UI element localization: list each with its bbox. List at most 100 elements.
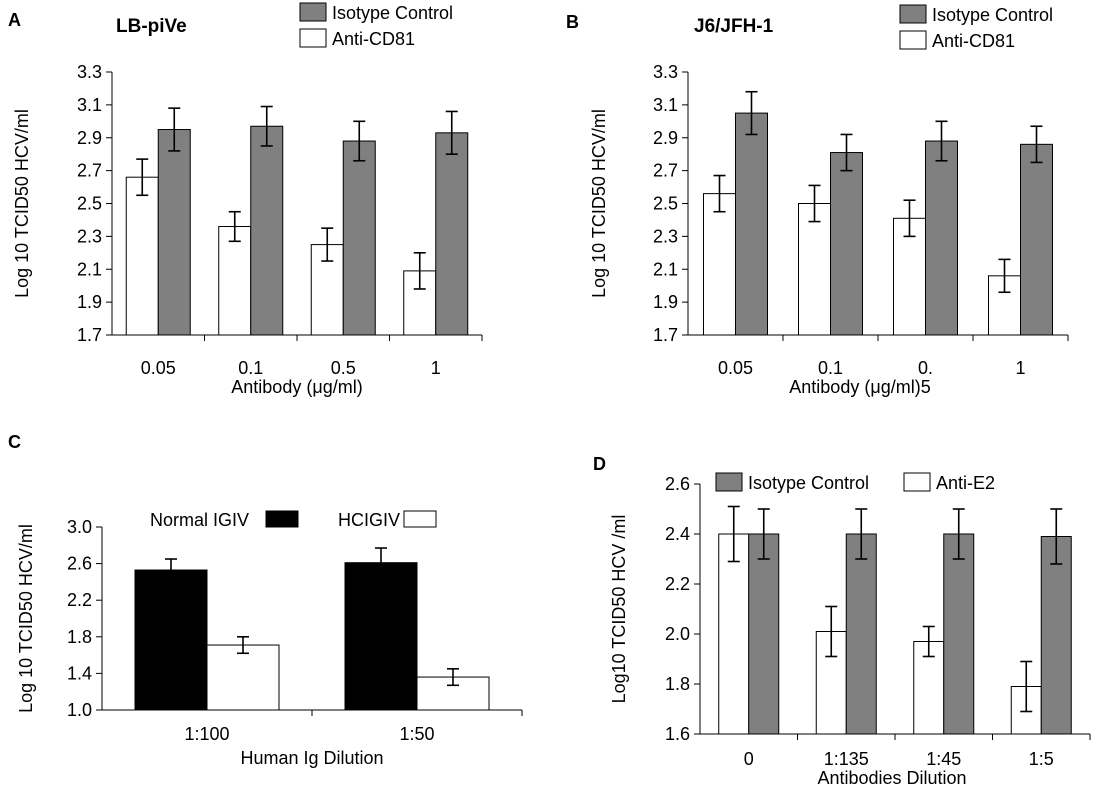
y-axis-label: Log10 TCID50 HCV /ml bbox=[609, 515, 629, 704]
y-tick-label: 1.6 bbox=[665, 724, 690, 744]
panel-letter-a: A bbox=[8, 10, 21, 30]
bar-isotype-control bbox=[435, 132, 469, 336]
bar-isotype-control bbox=[1040, 536, 1072, 735]
bar-isotype-control bbox=[748, 533, 780, 735]
x-tick-label: 0.5 bbox=[331, 358, 356, 378]
y-tick-label: 2.6 bbox=[665, 474, 690, 494]
legend-swatch bbox=[903, 472, 931, 492]
bar-normal-igiv bbox=[134, 569, 208, 711]
y-tick-label: 2.7 bbox=[653, 161, 678, 181]
legend-label: Anti-E2 bbox=[936, 473, 995, 493]
panel-letter-c: C bbox=[8, 432, 21, 452]
y-tick-label: 2.1 bbox=[77, 259, 102, 279]
chart-title: LB-piVe bbox=[116, 16, 187, 37]
x-tick-label: 1:135 bbox=[824, 749, 869, 769]
y-tick-label: 3.3 bbox=[653, 62, 678, 82]
bar-anti-cd81 bbox=[798, 203, 831, 336]
x-tick-label: 1:45 bbox=[926, 749, 961, 769]
legend-swatch bbox=[299, 2, 327, 22]
y-tick-label: 1.8 bbox=[665, 674, 690, 694]
panel-d-chart: 1.6 1.8 2.0 2.2 2.4 2.6 0 1:135 1:45 1:5 Antibodie… bbox=[609, 472, 1091, 788]
x-tick-label: 1 bbox=[431, 358, 441, 378]
y-tick-label: 2.0 bbox=[665, 624, 690, 644]
legend-swatch bbox=[715, 472, 743, 492]
x-axis-label: Antibodies Dilution bbox=[817, 768, 966, 788]
bar-isotype-control bbox=[925, 140, 958, 336]
legend-label: Isotype Control bbox=[748, 473, 869, 493]
panel-b-chart: 1.71.92.12.32.52.72.93.13.30.05 0.1 0. 1J6/… bbox=[589, 4, 1069, 397]
x-tick-label: 1:50 bbox=[399, 724, 434, 744]
bar-anti-cd81 bbox=[125, 176, 159, 336]
y-tick-label: 2.3 bbox=[77, 226, 102, 246]
legend-label: Normal IGIV bbox=[150, 510, 249, 530]
y-axis-label: Log 10 TCID50 HCV/ml bbox=[12, 109, 32, 298]
legend-swatch bbox=[299, 28, 327, 48]
y-axis-label: Log 10 TCID50 HCV/ml bbox=[589, 109, 609, 298]
panel-a-chart: 1.7 1.9 2.1 2.3 2.5 2.7 2.9 3.1 3.3 0.05 0.1 0.5 1 LB… bbox=[12, 2, 483, 397]
y-tick-label: 1.0 bbox=[67, 700, 92, 720]
x-axis-label: Human Ig Dilution bbox=[240, 748, 383, 768]
y-tick-label: 2.3 bbox=[653, 226, 678, 246]
y-tick-label: 2.5 bbox=[77, 194, 102, 214]
y-tick-label: 1.7 bbox=[77, 325, 102, 345]
chart-title: J6/JFH-1 bbox=[694, 16, 774, 37]
bar-anti-cd81 bbox=[893, 217, 926, 336]
bar-isotype-control bbox=[1020, 143, 1053, 336]
y-axis-label: Log 10 TCID50 HCV/ml bbox=[16, 524, 36, 713]
y-tick-label: 2.7 bbox=[77, 161, 102, 181]
x-axis-label: Antibody (μg/ml) bbox=[231, 377, 362, 397]
y-tick-label: 2.1 bbox=[653, 259, 678, 279]
y-tick-label: 1.9 bbox=[653, 292, 678, 312]
x-axis-label: Antibody (μg/ml)5 bbox=[789, 377, 930, 397]
y-tick-label: 1.8 bbox=[67, 627, 92, 647]
x-tick-label: 0.05 bbox=[141, 358, 176, 378]
y-tick-label: 3.1 bbox=[77, 95, 102, 115]
x-tick-label: 0.1 bbox=[818, 358, 843, 378]
x-tick-label: 0 bbox=[744, 749, 754, 769]
y-tick-label: 1.4 bbox=[67, 663, 92, 683]
legend-swatch bbox=[899, 4, 927, 24]
bar-normal-igiv bbox=[344, 562, 418, 711]
bar-anti-cd81 bbox=[218, 226, 252, 336]
y-tick-label: 2.2 bbox=[67, 590, 92, 610]
bar-isotype-control bbox=[250, 125, 284, 336]
legend-label: Isotype Control bbox=[932, 5, 1053, 25]
y-tick-label: 3.0 bbox=[67, 517, 92, 537]
legend-swatch bbox=[899, 30, 927, 50]
bar-anti-cd81 bbox=[703, 193, 736, 336]
x-tick-label: 0.05 bbox=[718, 358, 753, 378]
y-tick-label: 2.4 bbox=[665, 524, 690, 544]
panel-letter-b: B bbox=[566, 12, 579, 32]
legend-label: Anti-CD81 bbox=[332, 29, 415, 49]
y-tick-label: 2.9 bbox=[653, 128, 678, 148]
bar-isotype-control bbox=[157, 129, 191, 336]
legend-label: Isotype Control bbox=[332, 3, 453, 23]
y-tick-label: 2.6 bbox=[67, 554, 92, 574]
bar-anti-e2 bbox=[718, 533, 750, 735]
panel-letter-d: D bbox=[593, 454, 606, 474]
bar-isotype-control bbox=[943, 533, 975, 735]
y-tick-label: 2.9 bbox=[77, 128, 102, 148]
legend-swatch bbox=[265, 510, 299, 528]
y-tick-label: 3.1 bbox=[653, 95, 678, 115]
x-tick-label: 0. bbox=[918, 358, 933, 378]
x-tick-label: 1 bbox=[1015, 358, 1025, 378]
legend-label: HCIGIV bbox=[338, 510, 400, 530]
y-tick-label: 1.7 bbox=[653, 325, 678, 345]
legend-swatch bbox=[403, 510, 437, 528]
x-tick-label: 1:100 bbox=[184, 724, 229, 744]
y-tick-label: 2.2 bbox=[665, 574, 690, 594]
y-tick-label: 2.5 bbox=[653, 194, 678, 214]
bar-isotype-control bbox=[845, 533, 877, 735]
bar-hcigiv bbox=[206, 644, 280, 711]
y-tick-label: 1.9 bbox=[77, 292, 102, 312]
y-tick-label: 3.3 bbox=[77, 62, 102, 82]
panel-c-chart: 1.0 1.4 1.8 2.2 2.6 3.0 1:100 1:50 Human Ig Dilu… bbox=[16, 510, 523, 768]
bar-isotype-control bbox=[342, 140, 376, 336]
bar-anti-e2 bbox=[815, 631, 847, 735]
bar-isotype-control bbox=[830, 152, 863, 336]
bar-isotype-control bbox=[735, 112, 768, 336]
x-tick-label: 1:5 bbox=[1029, 749, 1054, 769]
x-tick-label: 0.1 bbox=[238, 358, 263, 378]
